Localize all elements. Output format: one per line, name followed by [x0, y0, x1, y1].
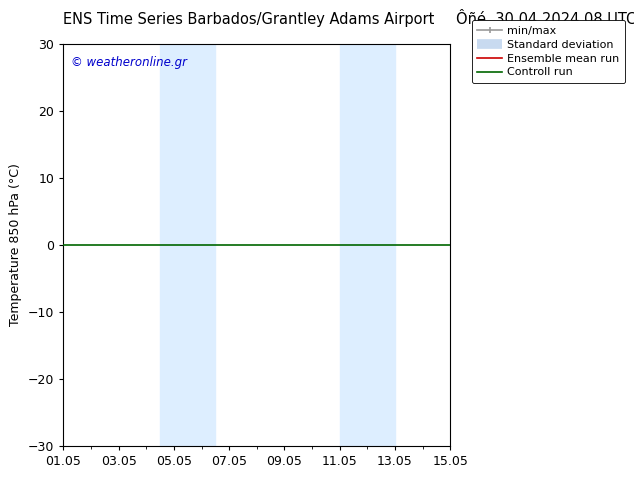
Legend: min/max, Standard deviation, Ensemble mean run, Controll run: min/max, Standard deviation, Ensemble me…: [472, 20, 625, 83]
Y-axis label: Temperature 850 hPa (°C): Temperature 850 hPa (°C): [10, 164, 22, 326]
Bar: [340, 44, 367, 446]
Text: © weatheronline.gr: © weatheronline.gr: [71, 56, 187, 69]
Bar: [160, 44, 188, 446]
Bar: [367, 44, 395, 446]
Text: ENS Time Series Barbados/Grantley Adams Airport: ENS Time Series Barbados/Grantley Adams …: [63, 12, 435, 27]
Bar: [188, 44, 216, 446]
Text: Ôñé. 30.04.2024 08 UTC: Ôñé. 30.04.2024 08 UTC: [456, 12, 634, 27]
